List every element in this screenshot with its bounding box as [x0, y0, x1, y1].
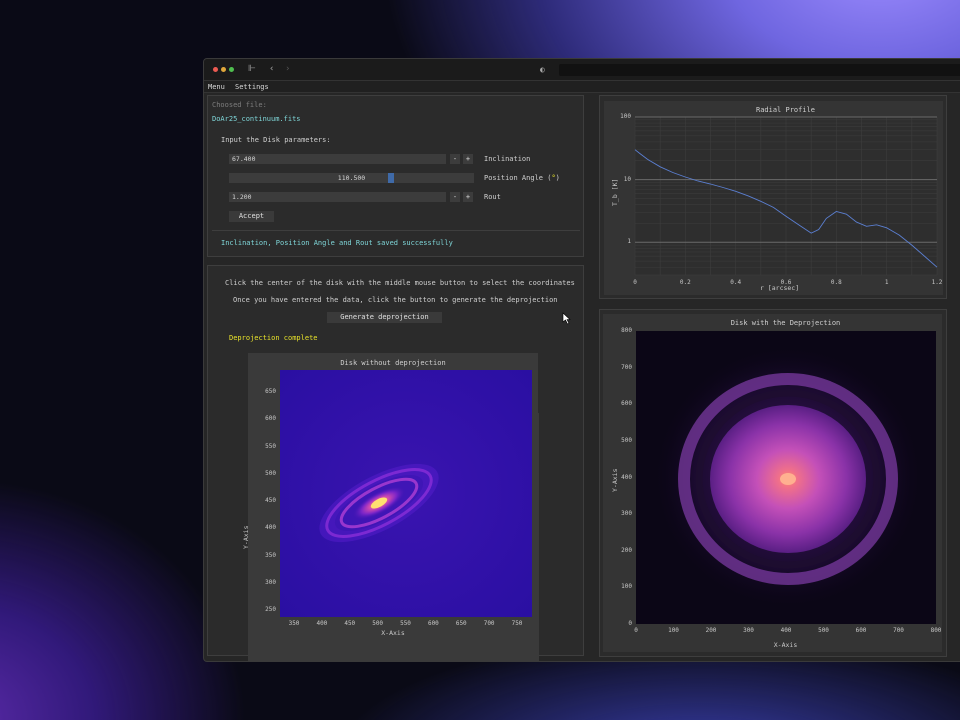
close-window-button[interactable]: [213, 67, 218, 72]
profile-x-axis-label: r [arcsec]: [760, 284, 800, 292]
save-status-text: Inclination, Position Angle and Rout sav…: [221, 239, 453, 247]
deproj-x-tick-label: 300: [743, 627, 754, 634]
deproj-x-tick-label: 600: [855, 627, 867, 634]
deproj-x-tick-label: 200: [705, 627, 717, 634]
profile-x-tick-label: 0: [633, 279, 637, 286]
deproj-y-tick-label: 500: [621, 436, 632, 444]
position-angle-slider[interactable]: 110.500: [229, 173, 474, 183]
disk-plot[interactable]: Disk without deprojection: [242, 353, 538, 643]
disk-x-tick-label: 700: [483, 620, 495, 627]
deprojected-y-axis-label: Y-Axis: [611, 468, 619, 492]
disk-plot-title: Disk without deprojection: [340, 359, 446, 367]
deprojected-disk-title: Disk with the Deprojection: [730, 319, 841, 327]
generate-instruction-text: Once you have entered the data, click th…: [233, 296, 558, 304]
disk-y-tick-label: 650: [265, 388, 276, 395]
deprojected-disk-image[interactable]: [636, 331, 936, 624]
disk-y-tick-label: 350: [265, 551, 276, 559]
mouse-cursor-icon: [562, 312, 571, 325]
disk-x-tick-label: 750: [511, 620, 523, 627]
disk-y-tick-label: 600: [265, 415, 276, 423]
rout-increment-button[interactable]: +: [463, 192, 473, 202]
deproj-y-tick-label: 800: [621, 327, 632, 334]
inclination-input[interactable]: 67.400: [229, 154, 446, 164]
deproj-y-tick-label: 100: [621, 583, 632, 591]
disk-params-label: Input the Disk parameters:: [221, 136, 331, 144]
address-bar[interactable]: [559, 64, 960, 76]
radial-profile-title: Radial Profile: [755, 106, 815, 114]
radial-profile-svg: [634, 116, 938, 276]
disk-image[interactable]: [280, 370, 532, 617]
deproj-x-tick-label: 500: [818, 627, 829, 634]
rout-label: Rout: [484, 193, 501, 201]
deproj-y-tick-label: 700: [621, 363, 632, 371]
disk-x-axis-label: X-Axis: [381, 629, 405, 637]
profile-x-tick-label: 0.8: [830, 279, 842, 286]
disk-y-tick-label: 250: [265, 606, 276, 613]
title-bar: ⊩ ‹ › ◐: [204, 59, 960, 81]
deproj-x-tick-label: 0: [634, 627, 638, 634]
back-arrow-icon[interactable]: ‹: [269, 64, 275, 74]
deproj-x-tick-label: 700: [893, 627, 904, 634]
profile-y-tick-label: 10: [623, 175, 631, 183]
disk-y-tick-label: 450: [265, 497, 276, 504]
disk-y-tick-label: 400: [265, 524, 276, 532]
position-angle-value: 110.500: [337, 174, 366, 182]
inclination-decrement-button[interactable]: -: [450, 154, 460, 164]
rout-decrement-button[interactable]: -: [450, 192, 460, 202]
deprojected-disk-plot[interactable]: Disk with the Deprojection: [603, 314, 942, 652]
deproj-x-tick-label: 100: [668, 627, 679, 634]
maximize-window-button[interactable]: [229, 67, 234, 72]
disk-x-tick-label: 400: [316, 620, 328, 627]
disk-y-tick-label: 300: [265, 578, 276, 586]
deprojection-status-text: Deprojection complete: [229, 334, 318, 342]
disk-x-tick-label: 650: [455, 620, 467, 627]
position-angle-slider-handle[interactable]: [388, 173, 395, 183]
disk-x-tick-label: 350: [288, 620, 300, 627]
forward-arrow-icon[interactable]: ›: [285, 64, 291, 74]
profile-x-tick-label: 1: [884, 279, 889, 286]
generate-deprojection-button[interactable]: Generate deprojection: [327, 312, 442, 323]
deproj-y-tick-label: 400: [621, 473, 632, 481]
radial-profile-chart[interactable]: Radial Profile 0 0.2 0.4 0.6 0.8 1 1.2 100 10 1 …: [603, 100, 942, 294]
center-instruction-text: Click the center of the disk with the mi…: [225, 279, 575, 287]
rout-input[interactable]: 1.200: [229, 192, 446, 202]
deprojected-x-axis-label: X-Axis: [773, 641, 798, 649]
deproj-y-tick-label: 0: [628, 620, 632, 627]
profile-x-tick-label: 0.6: [780, 279, 792, 286]
app-window: ⊩ ‹ › ◐ Menu Settings Choosed file: DoAr…: [203, 58, 960, 662]
deproj-y-tick-label: 200: [621, 546, 632, 554]
disk-x-tick-label: 500: [372, 620, 384, 627]
disk-y-tick-label: 550: [265, 442, 276, 450]
profile-y-tick-label: 100: [620, 113, 631, 120]
shield-icon: ◐: [540, 65, 545, 74]
choosed-file-label: Choosed file:: [212, 101, 267, 109]
inclination-label: Inclination: [484, 155, 531, 163]
deproj-y-tick-label: 300: [621, 510, 632, 518]
position-angle-label: Position Angle (°): [484, 174, 560, 182]
accept-button[interactable]: Accept: [229, 211, 274, 222]
deproj-x-tick-label: 400: [780, 627, 792, 634]
menu-item-settings[interactable]: Settings: [235, 83, 269, 91]
profile-x-tick-label: 1.2: [931, 279, 943, 286]
minimize-window-button[interactable]: [221, 67, 226, 72]
menu-item-menu[interactable]: Menu: [208, 83, 225, 91]
menu-bar: Menu Settings: [204, 81, 960, 93]
profile-x-tick-label: 0.4: [730, 279, 742, 286]
sidebar-icon[interactable]: ⊩: [248, 64, 256, 74]
disk-y-axis-label: Y-Axis: [242, 525, 250, 549]
profile-y-tick-label: 1: [627, 238, 631, 246]
inclination-increment-button[interactable]: +: [463, 154, 473, 164]
divider: [212, 230, 580, 231]
deproj-y-tick-label: 600: [621, 400, 632, 408]
disk-x-tick-label: 550: [400, 620, 411, 627]
deproj-x-tick-label: 800: [930, 627, 942, 634]
disk-y-tick-label: 500: [265, 469, 276, 477]
radial-profile-line: [634, 149, 938, 268]
filename: DoAr25_continuum.fits: [212, 115, 301, 123]
disk-x-tick-label: 600: [427, 620, 439, 627]
profile-y-axis-label: T_b [K]: [611, 178, 619, 206]
profile-x-tick-label: 0.2: [679, 279, 691, 286]
disk-x-tick-label: 450: [344, 620, 356, 627]
parameters-panel: Choosed file: DoAr25_continuum.fits Inpu…: [207, 95, 584, 257]
